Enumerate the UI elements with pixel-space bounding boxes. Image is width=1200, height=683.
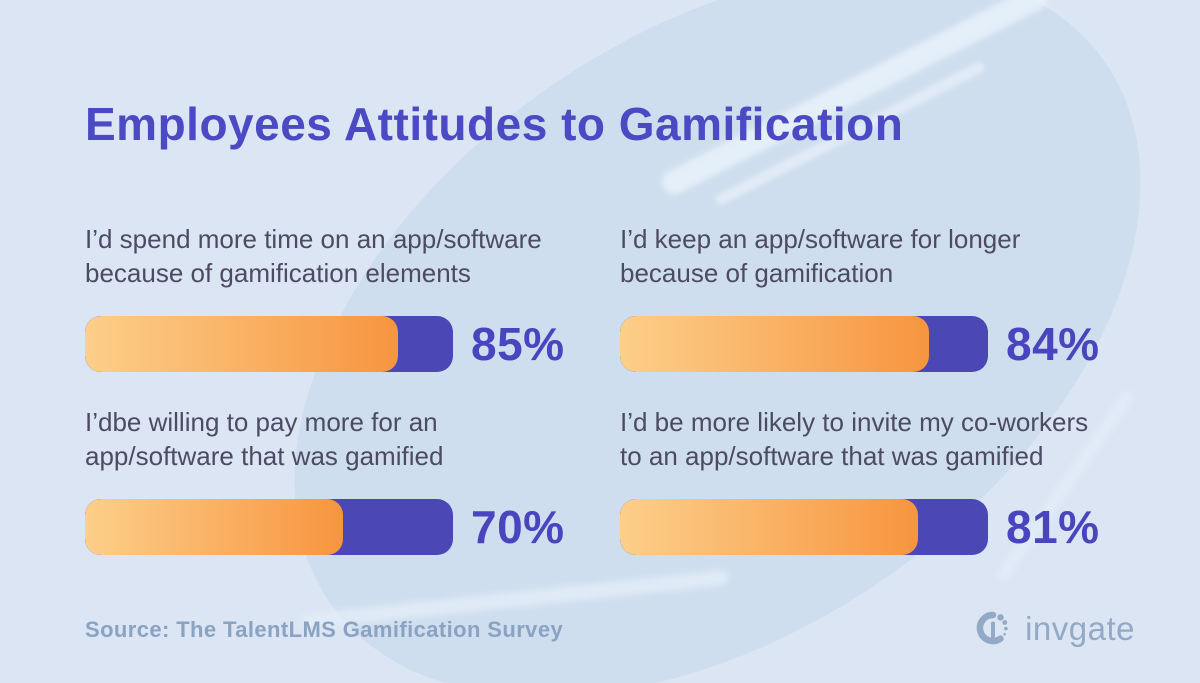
bar-track bbox=[620, 316, 988, 372]
stat-item: I’d spend more time on an app/software b… bbox=[85, 222, 630, 372]
stat-label: I’d spend more time on an app/software b… bbox=[85, 224, 542, 288]
bar-fill bbox=[620, 316, 930, 372]
stat-label: I’d be more likely to invite my co-worke… bbox=[620, 407, 1089, 471]
bar-track bbox=[85, 316, 453, 372]
bar-row: 81% bbox=[620, 499, 1165, 555]
invgate-logo: invgate bbox=[973, 604, 1135, 653]
stat-item: I’d be more likely to invite my co-worke… bbox=[620, 405, 1165, 555]
stat-label: I’d keep an app/software for longer beca… bbox=[620, 224, 1021, 288]
invgate-logo-icon bbox=[973, 604, 1017, 653]
stat-item: I’d keep an app/software for longer beca… bbox=[620, 222, 1165, 372]
stat-label: I’dbe willing to pay more for an app/sof… bbox=[85, 407, 444, 471]
stat-item: I’dbe willing to pay more for an app/sof… bbox=[85, 405, 630, 555]
bar-fill bbox=[85, 316, 398, 372]
bar-fill bbox=[620, 499, 919, 555]
bar-row: 85% bbox=[85, 316, 630, 372]
bar-track bbox=[85, 499, 453, 555]
bar-row: 84% bbox=[620, 316, 1165, 372]
bar-track bbox=[620, 499, 988, 555]
page-title: Employees Attitudes to Gamification bbox=[85, 98, 904, 150]
bar-fill bbox=[85, 499, 343, 555]
invgate-logo-text: invgate bbox=[1025, 609, 1135, 647]
stat-value: 70% bbox=[471, 501, 565, 553]
stat-value: 81% bbox=[1006, 501, 1100, 553]
stat-value: 84% bbox=[1006, 318, 1100, 370]
bar-row: 70% bbox=[85, 499, 630, 555]
stat-value: 85% bbox=[471, 318, 565, 370]
source-text: Source: The TalentLMS Gamification Surve… bbox=[85, 617, 564, 642]
